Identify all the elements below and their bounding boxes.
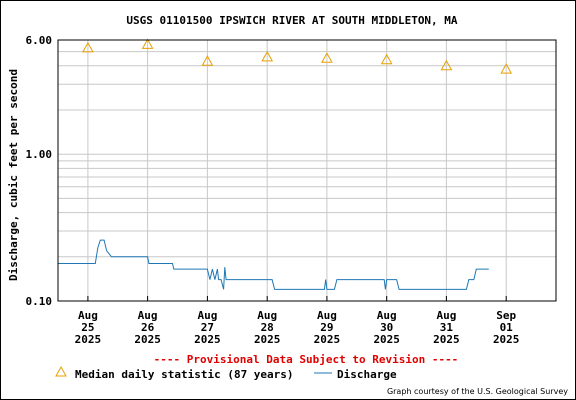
legend-triangle-icon <box>55 365 67 377</box>
credit-text: Graph courtesy of the U.S. Geological Su… <box>387 387 568 396</box>
y-tick-label: 1.00 <box>26 148 53 161</box>
x-tick-label: 31 <box>440 321 454 334</box>
x-tick-label: 2025 <box>254 333 281 346</box>
median-triangle-marker <box>261 50 274 62</box>
x-tick-label: Aug <box>317 309 337 322</box>
x-tick-label: 2025 <box>314 333 341 346</box>
x-tick-label: 29 <box>320 321 333 334</box>
provisional-note: ---- Provisional Data Subject to Revisio… <box>154 353 459 366</box>
x-tick-label: Aug <box>377 309 397 322</box>
median-triangle-marker <box>500 63 513 74</box>
x-tick-label: 28 <box>261 321 274 334</box>
y-tick-labels: 6.00 1.00 0.10 <box>26 34 53 308</box>
x-tick-label: 01 <box>500 321 514 334</box>
x-tick-label: Aug <box>197 309 217 322</box>
x-tick-label: 2025 <box>134 333 161 346</box>
legend: Median daily statistic (87 years) Discha… <box>55 365 397 381</box>
x-tick-label: 26 <box>141 321 155 334</box>
median-triangle-marker <box>440 59 453 71</box>
x-tick-label: Sep <box>496 309 516 322</box>
median-triangle-marker <box>141 38 154 49</box>
median-series <box>82 38 513 74</box>
x-tick-label: 2025 <box>373 333 400 346</box>
x-tick-label: 30 <box>380 321 393 334</box>
median-triangle-marker <box>201 55 214 66</box>
x-tick-label: 2025 <box>194 333 221 346</box>
y-axis-label: Discharge, cubic feet per second <box>7 69 20 281</box>
median-triangle-marker <box>380 53 393 65</box>
plot-area-border <box>57 39 557 302</box>
chart-title: USGS 01101500 IPSWICH RIVER AT SOUTH MID… <box>126 14 458 27</box>
x-tick-label: 2025 <box>75 333 102 346</box>
x-tick-label: 2025 <box>493 333 520 346</box>
discharge-line <box>58 239 489 290</box>
grid-lines <box>58 39 556 301</box>
x-tick-label: Aug <box>436 309 456 322</box>
x-tick-label: Aug <box>257 309 277 322</box>
median-triangle-marker <box>82 41 94 53</box>
legend-discharge-label: Discharge <box>337 368 397 381</box>
y-tick-label: 0.10 <box>26 295 53 308</box>
median-triangle-marker <box>321 52 333 63</box>
x-tick-label: Aug <box>138 309 158 322</box>
x-tick-label: Aug <box>78 309 98 322</box>
discharge-series <box>58 239 489 290</box>
x-tick-label: 2025 <box>433 333 460 346</box>
legend-median-label: Median daily statistic (87 years) <box>75 368 294 381</box>
y-tick-label: 6.00 <box>26 34 53 47</box>
x-tick-label: 25 <box>81 321 94 334</box>
x-tick-labels: Aug252025Aug262025Aug272025Aug282025Aug2… <box>75 309 520 346</box>
x-tick-label: 27 <box>201 321 214 334</box>
